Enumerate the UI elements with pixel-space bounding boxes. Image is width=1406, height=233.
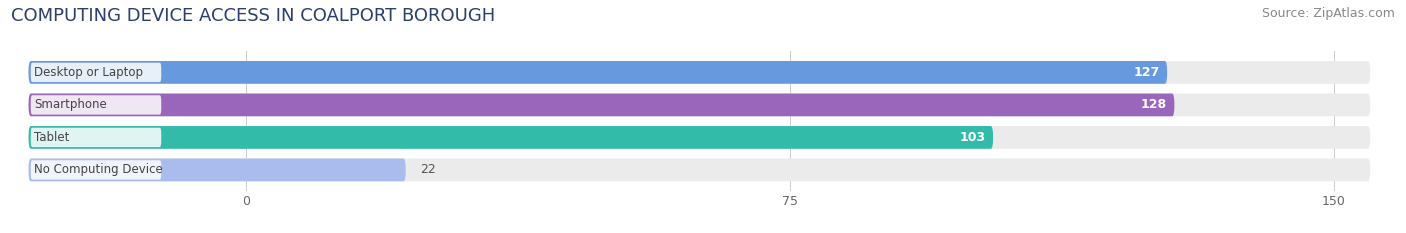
Text: Smartphone: Smartphone xyxy=(34,98,107,111)
Text: 128: 128 xyxy=(1142,98,1167,111)
FancyBboxPatch shape xyxy=(28,61,1167,84)
FancyBboxPatch shape xyxy=(28,126,1371,149)
FancyBboxPatch shape xyxy=(31,95,162,115)
Text: No Computing Device: No Computing Device xyxy=(34,163,163,176)
FancyBboxPatch shape xyxy=(28,93,1371,116)
FancyBboxPatch shape xyxy=(31,128,162,147)
FancyBboxPatch shape xyxy=(28,61,1371,84)
Text: 127: 127 xyxy=(1133,66,1160,79)
Text: 103: 103 xyxy=(960,131,986,144)
FancyBboxPatch shape xyxy=(28,126,993,149)
FancyBboxPatch shape xyxy=(28,158,1371,181)
FancyBboxPatch shape xyxy=(31,160,162,180)
FancyBboxPatch shape xyxy=(28,158,406,181)
Text: Tablet: Tablet xyxy=(34,131,70,144)
FancyBboxPatch shape xyxy=(28,93,1174,116)
FancyBboxPatch shape xyxy=(31,63,162,82)
Text: COMPUTING DEVICE ACCESS IN COALPORT BOROUGH: COMPUTING DEVICE ACCESS IN COALPORT BORO… xyxy=(11,7,495,25)
Text: Desktop or Laptop: Desktop or Laptop xyxy=(34,66,143,79)
Text: 22: 22 xyxy=(420,163,436,176)
Text: Source: ZipAtlas.com: Source: ZipAtlas.com xyxy=(1261,7,1395,20)
